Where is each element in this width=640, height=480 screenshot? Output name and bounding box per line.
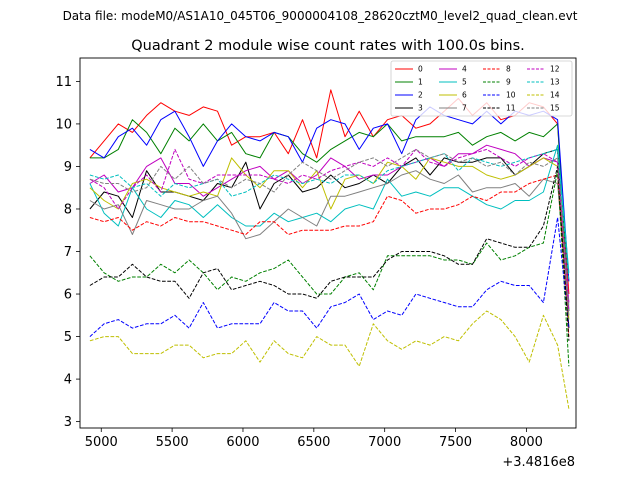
series-line-12: [89, 148, 570, 312]
x-tick-label: 7000: [368, 435, 401, 450]
legend-label-0: 0: [418, 65, 423, 74]
x-tick-label: 7500: [439, 435, 472, 450]
y-tick-label: 7: [64, 245, 72, 260]
series-line-9: [89, 170, 570, 367]
plot-area: [89, 89, 570, 409]
series-line-1: [89, 119, 570, 312]
x-tick-label: 8000: [510, 435, 543, 450]
chart-title: Quadrant 2 module wise count rates with …: [131, 38, 525, 54]
legend-label-4: 4: [462, 65, 467, 74]
y-tick-label: 10: [55, 117, 72, 132]
legend-label-3: 3: [418, 104, 423, 113]
legend-label-12: 12: [550, 65, 560, 74]
legend-label-6: 6: [462, 91, 467, 100]
y-tick-label: 8: [64, 202, 72, 217]
series-line-8: [89, 174, 570, 337]
legend-label-5: 5: [462, 78, 467, 87]
y-tick-label: 6: [64, 288, 72, 303]
legend-label-10: 10: [506, 91, 516, 100]
axes-frame: [79, 57, 577, 429]
series-line-7: [89, 170, 570, 316]
legend-label-1: 1: [418, 78, 423, 87]
legend-label-15: 15: [550, 104, 560, 113]
y-tick-label: 5: [64, 330, 72, 345]
x-tick-label: 6500: [297, 435, 330, 450]
legend-label-13: 13: [550, 78, 560, 87]
legend-label-14: 14: [550, 91, 560, 100]
series-line-6: [89, 157, 570, 320]
suptitle: Data file: modeM0/AS1A10_045T06_90000041…: [63, 9, 578, 23]
legend-label-7: 7: [462, 104, 467, 113]
series-line-14: [89, 310, 570, 409]
x-tick-label: 5000: [85, 435, 118, 450]
legend-label-2: 2: [418, 91, 423, 100]
y-axis: 3 4 5 6 7 8 9 10 11: [55, 75, 80, 430]
series-line-15: [89, 148, 570, 307]
x-offset-label: +3.4816e8: [502, 455, 575, 470]
x-axis: 5000 5500 6000 6500 7000 7500 8000: [85, 428, 543, 450]
legend-label-9: 9: [506, 78, 511, 87]
series-line-11: [89, 165, 570, 341]
series-line-13: [89, 148, 570, 282]
y-tick-label: 9: [64, 160, 72, 175]
series-line-5: [89, 144, 570, 273]
legend-label-8: 8: [506, 65, 511, 74]
legend-box: [390, 60, 573, 117]
y-tick-label: 4: [64, 373, 72, 388]
x-tick-label: 6000: [226, 435, 259, 450]
series-line-10: [89, 217, 570, 337]
x-tick-label: 5500: [156, 435, 189, 450]
y-tick-label: 11: [55, 75, 72, 90]
y-tick-label: 3: [64, 415, 72, 430]
legend-label-11: 11: [506, 104, 516, 113]
series-line-3: [89, 148, 570, 329]
